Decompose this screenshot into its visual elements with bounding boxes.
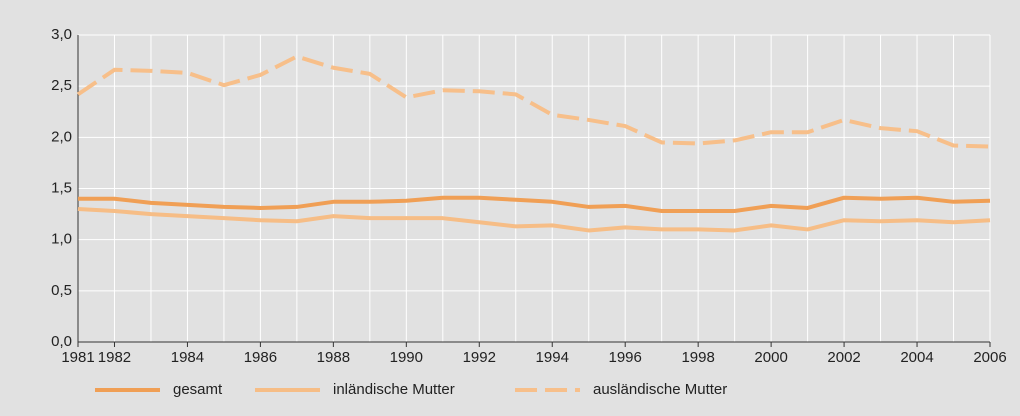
- legend-label: inländische Mutter: [333, 381, 455, 398]
- y-tick-label: 2,5: [51, 77, 72, 94]
- x-tick-label: 1982: [98, 349, 131, 366]
- x-tick-label: 2004: [900, 349, 933, 366]
- x-tick-label: 1986: [244, 349, 277, 366]
- x-tick-label: 1996: [609, 349, 642, 366]
- x-tick-label: 1998: [681, 349, 714, 366]
- y-tick-label: 3,0: [51, 26, 72, 43]
- x-tick-label: 1988: [317, 349, 350, 366]
- x-tick-label: 1981: [61, 349, 94, 366]
- series-line: [76, 54, 991, 149]
- x-tick-label: 2000: [754, 349, 787, 366]
- y-tick-label: 0,5: [51, 282, 72, 299]
- x-tick-label: 1992: [463, 349, 496, 366]
- x-tick-label: 1984: [171, 349, 204, 366]
- legend-label: gesamt: [173, 381, 223, 398]
- x-tick-label: 2006: [973, 349, 1006, 366]
- y-tick-label: 2,0: [51, 128, 72, 145]
- x-tick-label: 2002: [827, 349, 860, 366]
- series-line: [77, 206, 991, 233]
- x-tick-label: 1994: [536, 349, 569, 366]
- x-tick-label: 1990: [390, 349, 423, 366]
- y-tick-label: 0,0: [51, 333, 72, 350]
- y-tick-label: 1,5: [51, 179, 72, 196]
- series-line: [78, 195, 991, 214]
- legend-label: ausländische Mutter: [593, 381, 727, 398]
- y-tick-label: 1,0: [51, 231, 72, 248]
